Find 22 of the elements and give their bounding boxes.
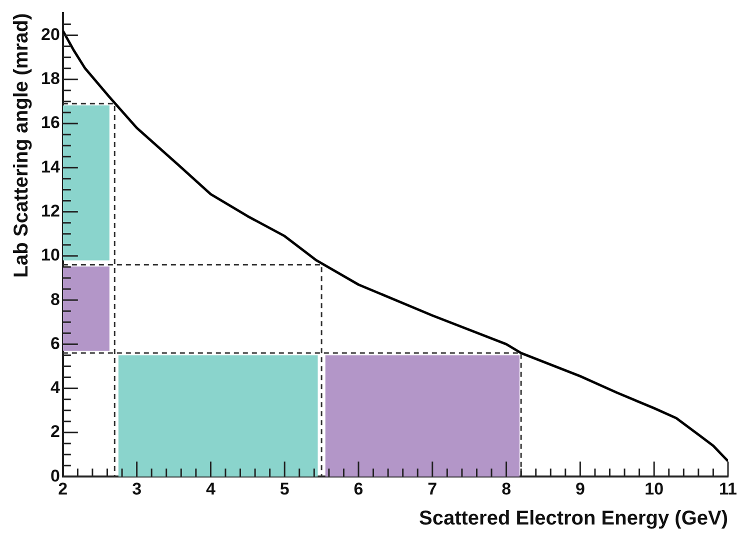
y-tick-label: 18 — [40, 69, 60, 88]
x-axis-title: Scattered Electron Energy (GeV) — [419, 508, 728, 530]
y-tick-label: 20 — [40, 24, 60, 44]
x-tick-label: 9 — [575, 479, 585, 498]
x-tick-label: 4 — [206, 479, 216, 498]
y-tick-label: 14 — [40, 157, 60, 176]
x-tick-label: 5 — [280, 479, 290, 498]
y-tick-label: 16 — [40, 113, 60, 132]
x-tick-label: 7 — [428, 479, 438, 498]
y-tick-label: 2 — [50, 422, 60, 442]
y-tick-label: 0 — [50, 466, 60, 486]
y-tick-label: 10 — [40, 246, 60, 265]
y-tick-label: 6 — [50, 334, 60, 353]
y-axis-title: Lab Scattering angle (mrad) — [10, 13, 33, 278]
y-tick-label: 12 — [40, 201, 60, 220]
x-tick-label: 6 — [354, 479, 364, 498]
x-tick-label: 8 — [502, 479, 512, 498]
y-tick-label: 4 — [50, 378, 60, 398]
x-tick-label: 10 — [644, 479, 664, 498]
x-tick-label: 3 — [132, 479, 142, 498]
x-tick-label: 11 — [719, 479, 737, 498]
y-tick-label: 8 — [50, 290, 60, 309]
